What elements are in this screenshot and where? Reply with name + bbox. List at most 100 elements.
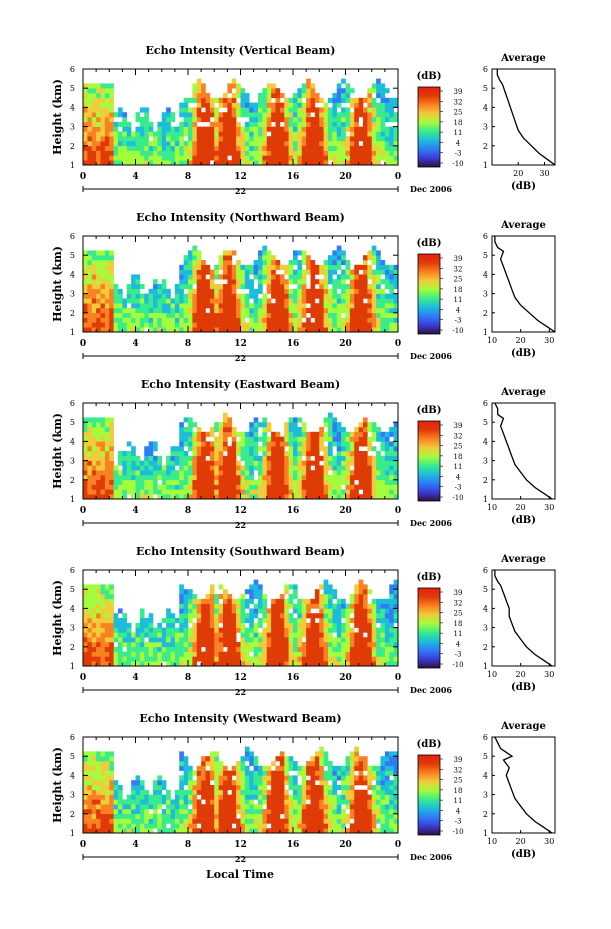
heatmap-cell (323, 126, 329, 132)
heatmap-cell (279, 632, 285, 638)
heatmap-cell (310, 637, 316, 643)
heatmap-cell (236, 475, 241, 481)
heatmap-cell (209, 789, 215, 795)
heatmap-cell (96, 97, 101, 103)
heatmap-cell (135, 656, 141, 662)
heatmap-cell (253, 126, 259, 132)
heatmap-cell (354, 642, 359, 648)
heatmap-cell (288, 642, 294, 648)
heatmap-cell (144, 828, 149, 834)
heatmap-cell (166, 494, 171, 500)
heatmap-cell (376, 293, 381, 299)
heatmap-cell (266, 479, 272, 485)
heatmap-cell (183, 775, 189, 781)
heatmap-cell (341, 97, 346, 103)
heatmap-cell (376, 312, 381, 318)
heatmap-cell (231, 818, 237, 824)
heatmap-cell (91, 465, 97, 471)
heatmap-cell (83, 317, 88, 323)
heatmap-cell (354, 465, 359, 471)
heatmap-cell (231, 651, 237, 657)
heatmap-cell (223, 155, 228, 161)
heatmap-cell (293, 584, 298, 590)
heatmap-cell (293, 603, 298, 609)
heatmap-cell (223, 412, 228, 418)
heatmap-cell (345, 470, 351, 476)
heatmap-cell (223, 260, 228, 266)
heatmap-cell (236, 451, 241, 457)
heatmap-cell (376, 136, 381, 142)
heatmap-cell (183, 489, 189, 495)
heatmap-cell (358, 632, 364, 638)
heatmap-cell (367, 141, 373, 147)
heatmap-cell (205, 603, 211, 609)
heatmap-cell (96, 828, 101, 834)
heatmap-cell (91, 145, 97, 151)
heatmap-cell (279, 451, 285, 457)
heatmap-cell (384, 274, 390, 280)
heatmap-cell (227, 632, 233, 638)
heatmap-cell (109, 112, 114, 118)
heatmap-cell (244, 651, 250, 657)
heatmap-cell (91, 613, 97, 619)
heatmap-cell (389, 107, 394, 113)
heatmap-cell (328, 494, 333, 500)
heatmap-cell (271, 279, 276, 285)
heatmap-cell (271, 93, 276, 99)
heatmap-cell (96, 303, 101, 309)
heatmap-cell (253, 107, 259, 113)
heatmap-cell (266, 136, 272, 142)
heatmap-cell (332, 141, 338, 147)
heatmap-cell (231, 451, 237, 457)
heatmap-cell (113, 780, 119, 786)
heatmap-cell (336, 637, 342, 643)
heatmap-cell (262, 603, 268, 609)
heatmap-cell (389, 584, 394, 590)
heatmap-cell (188, 250, 193, 256)
heatmap-cell (306, 642, 311, 648)
heatmap-cell (266, 121, 272, 127)
heatmap-cell (389, 479, 394, 485)
heatmap-cell (227, 284, 233, 290)
heatmap-cell (218, 656, 224, 662)
heatmap-cell (358, 303, 364, 309)
heatmap-cell (314, 656, 320, 662)
heatmap-cell (104, 646, 110, 652)
heatmap-cell (209, 431, 215, 437)
heatmap-cell (91, 455, 97, 461)
heatmap-cell (358, 594, 364, 600)
heatmap-cell (135, 312, 141, 318)
heatmap-cell (293, 308, 298, 314)
heatmap-cell (231, 446, 237, 452)
heatmap-cell (192, 112, 198, 118)
heatmap-cell (262, 642, 268, 648)
heatmap-cell (196, 126, 202, 132)
heatmap-cell (218, 494, 224, 500)
heatmap-cell (240, 475, 246, 481)
heatmap-cell (91, 102, 97, 108)
heatmap-cell (131, 809, 136, 815)
heatmap-cell (96, 446, 101, 452)
heatmap-cell (371, 250, 377, 256)
colorbar-tick-label: -3 (455, 484, 462, 492)
date-label: Dec 2006 (410, 351, 452, 361)
heatmap-cell (380, 126, 386, 132)
heatmap-cell (227, 799, 233, 805)
heatmap-cell (218, 594, 224, 600)
heatmap-cell (227, 250, 233, 256)
heatmap-cell (223, 780, 228, 786)
heatmap-cell (297, 618, 303, 624)
heatmap-cell (297, 264, 303, 270)
heatmap-cell (332, 417, 338, 423)
heatmap-cell (87, 121, 93, 127)
heatmap-cell (135, 809, 141, 815)
heatmap-cell (188, 656, 193, 662)
heatmap-cell (126, 651, 132, 657)
heatmap-cell (183, 828, 189, 834)
heatmap-cell (301, 83, 307, 89)
heatmap-cell (170, 446, 176, 452)
heatmap-cell (236, 770, 241, 776)
heatmap-cell (91, 484, 97, 490)
heatmap-cell (135, 813, 141, 819)
heatmap-cell (393, 494, 399, 500)
